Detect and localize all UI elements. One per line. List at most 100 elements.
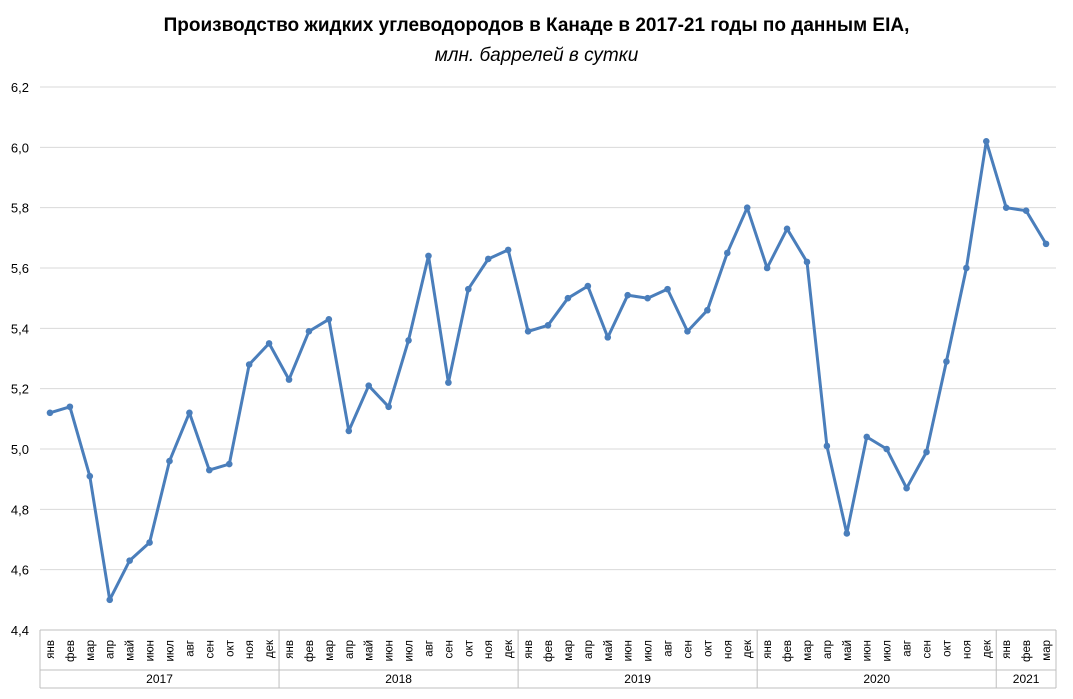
x-tick-label: авг xyxy=(423,640,435,657)
x-tick-label: июн xyxy=(623,640,635,661)
data-point xyxy=(963,264,970,272)
data-point xyxy=(1022,207,1030,214)
x-tick-label: май xyxy=(603,640,615,661)
data-point xyxy=(225,460,233,468)
year-label: 2017 xyxy=(146,672,173,686)
data-point xyxy=(385,403,392,411)
x-tick-label: июл xyxy=(643,640,655,662)
y-tick-label: 5,0 xyxy=(11,442,29,457)
data-point xyxy=(365,382,373,389)
x-tick-label: ноя xyxy=(483,640,495,659)
data-point xyxy=(166,457,173,465)
x-tick-label: июл xyxy=(404,640,416,662)
y-tick-label: 5,8 xyxy=(11,201,29,216)
x-tick-label: июл xyxy=(164,640,176,662)
x-tick-label: мар xyxy=(85,640,97,661)
data-point xyxy=(843,530,851,537)
data-point xyxy=(883,445,890,453)
data-point xyxy=(106,596,114,604)
x-tick-label: мар xyxy=(802,640,814,661)
data-point xyxy=(723,249,731,257)
x-tick-label: мар xyxy=(324,640,336,661)
data-point xyxy=(445,379,452,386)
data-point xyxy=(783,225,791,233)
x-tick-label: дек xyxy=(503,639,515,658)
x-tick-label: июн xyxy=(145,640,157,661)
x-tick-label: окт xyxy=(224,639,236,657)
y-axis: 4,4 4,6 4,8 5,0 5,2 5,4 5,6 5,8 6,0 6,2 xyxy=(11,80,29,638)
data-point xyxy=(743,204,751,211)
data-point xyxy=(285,376,293,383)
data-point xyxy=(465,285,472,293)
data-point xyxy=(405,337,412,344)
data-point xyxy=(425,252,432,260)
x-tick-label: апр xyxy=(105,640,117,659)
x-tick-label: апр xyxy=(583,640,595,659)
x-tick-label: сен xyxy=(204,640,216,659)
series xyxy=(46,138,1050,604)
data-point xyxy=(823,442,831,450)
y-tick-label: 4,6 xyxy=(11,563,29,578)
x-tick-label: апр xyxy=(344,640,356,659)
x-tick-label: авг xyxy=(902,640,914,657)
x-tick-label: май xyxy=(125,640,137,661)
data-point xyxy=(982,138,990,145)
x-tick-label: июл xyxy=(882,640,894,662)
x-axis: янв фев мар апр май июн июл авг сен окт ноя дек янв ф… xyxy=(39,630,1057,689)
x-tick-label: окт xyxy=(702,639,714,657)
year-label: 2021 xyxy=(1013,672,1040,686)
x-tick-label: фев xyxy=(65,640,77,662)
y-tick-label: 5,6 xyxy=(11,261,29,276)
x-tick-label: авг xyxy=(184,640,196,657)
chart-subtitle: млн. баррелей в сутки xyxy=(434,45,639,66)
data-point xyxy=(704,306,711,314)
x-tick-label: авг xyxy=(663,640,675,657)
data-point xyxy=(544,322,552,329)
gridlines xyxy=(40,86,1056,631)
data-point xyxy=(524,328,532,335)
x-tick-label: июн xyxy=(384,640,396,661)
year-label: 2019 xyxy=(624,672,651,686)
data-point xyxy=(863,433,871,441)
data-point xyxy=(86,472,94,480)
x-tick-label: мар xyxy=(563,640,575,661)
x-tick-label: сен xyxy=(682,640,694,659)
data-point xyxy=(245,361,253,368)
data-point xyxy=(126,557,133,564)
x-tick-label: янв xyxy=(523,640,535,659)
data-point xyxy=(265,340,273,347)
y-tick-label: 6,2 xyxy=(11,80,29,95)
x-tick-label: май xyxy=(364,640,376,661)
data-point xyxy=(684,328,691,335)
x-tick-label: сен xyxy=(443,640,455,659)
y-tick-label: 5,2 xyxy=(11,382,29,397)
x-tick-label: ноя xyxy=(244,640,256,659)
data-point xyxy=(604,334,612,341)
x-tick-label: дек xyxy=(264,639,276,658)
data-point xyxy=(305,328,313,335)
data-point xyxy=(943,358,950,365)
data-point xyxy=(325,315,333,323)
y-tick-label: 4,8 xyxy=(11,502,29,517)
x-tick-label: фев xyxy=(782,640,794,662)
x-tick-label: фев xyxy=(1021,640,1033,662)
year-label: 2020 xyxy=(863,672,890,686)
data-point xyxy=(66,403,74,411)
x-tick-label: янв xyxy=(762,640,774,659)
y-tick-label: 4,4 xyxy=(11,623,29,638)
x-tick-label: янв xyxy=(284,640,296,659)
data-point xyxy=(1002,204,1010,211)
x-tick-label: дек xyxy=(981,639,993,658)
series-line xyxy=(48,139,1048,602)
data-point xyxy=(206,466,213,474)
data-point xyxy=(644,294,651,302)
data-point xyxy=(584,282,592,290)
x-tick-label: фев xyxy=(543,640,555,662)
data-point xyxy=(903,484,910,492)
x-tick-label: янв xyxy=(45,640,57,659)
data-point xyxy=(46,409,54,417)
data-point xyxy=(803,258,811,266)
data-point xyxy=(664,285,671,293)
x-tick-label: фев xyxy=(304,640,316,662)
x-tick-label: ноя xyxy=(722,640,734,659)
